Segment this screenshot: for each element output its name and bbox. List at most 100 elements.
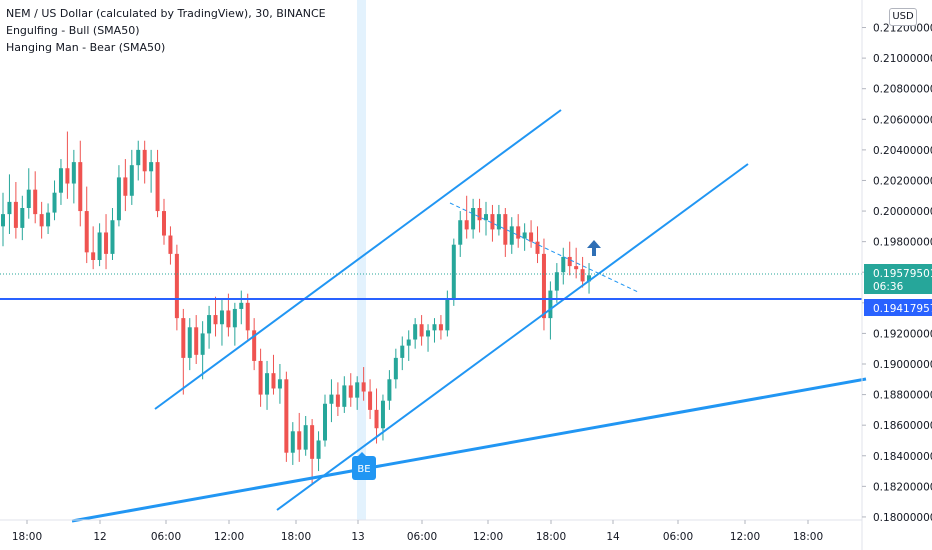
arrow-up-icon[interactable] [587, 240, 601, 256]
candle-up [342, 376, 347, 413]
x-tick-label: 06:00 [151, 531, 181, 543]
channel-lower-line[interactable] [276, 163, 749, 511]
candle-up [46, 203, 51, 234]
candles-group [1, 131, 592, 484]
candle-down [39, 201, 44, 239]
candle-down [271, 354, 276, 395]
countdown-label: 06:36 [873, 281, 904, 293]
candle-up [239, 290, 244, 325]
candle-down [529, 220, 534, 248]
candle-down [503, 208, 508, 257]
candle-up [406, 330, 411, 361]
x-tick-label: 12:00 [730, 531, 760, 543]
candle-down [297, 412, 302, 462]
long-support-line[interactable] [71, 377, 867, 523]
channel-upper-line[interactable] [154, 109, 562, 410]
candle-up [426, 324, 431, 352]
candle-up [20, 195, 25, 241]
candle-down [104, 214, 109, 270]
candle-down [155, 149, 160, 218]
last-price-tag: 0.19579501 06:36 [864, 264, 932, 294]
candle-down [310, 419, 315, 484]
candle-down [348, 373, 353, 407]
candle-up [561, 247, 566, 285]
candle-up [136, 140, 141, 181]
y-tick-label: 0.20600000 [873, 114, 932, 126]
candle-up [554, 263, 559, 303]
candle-down [438, 315, 443, 340]
candle-down [91, 226, 96, 270]
candle-down [574, 247, 579, 279]
candle-up [451, 238, 456, 306]
y-tick-label: 0.19000000 [873, 359, 932, 371]
candle-down [284, 371, 289, 462]
candle-down [123, 159, 128, 212]
candle-up [116, 165, 121, 227]
currency-badge[interactable]: USD [889, 8, 917, 26]
candle-down [226, 293, 231, 337]
x-tick-label: 06:00 [663, 531, 693, 543]
candle-down [142, 140, 147, 184]
x-tick-label: 13 [351, 531, 364, 543]
y-tick-label: 0.18000000 [873, 512, 932, 524]
candle-up [587, 263, 592, 294]
candle-up [187, 318, 192, 371]
candle-up [129, 149, 134, 205]
price-axis[interactable]: 0.21200000 0.21000000 0.20800000 0.20600000… [861, 0, 932, 550]
candle-down [374, 388, 379, 444]
trendline-drawings[interactable]: BE [0, 109, 867, 523]
candle-up [509, 217, 514, 254]
candle-down [194, 315, 199, 364]
y-tick-label: 0.21000000 [873, 53, 932, 65]
candle-up [71, 149, 76, 204]
y-tick-label: 0.20400000 [873, 145, 932, 157]
session-highlight [357, 0, 366, 520]
candle-down [84, 186, 89, 264]
candle-up [387, 370, 392, 410]
y-tick-label: 0.18600000 [873, 420, 932, 432]
candle-up [413, 318, 418, 349]
candle-down [78, 140, 83, 227]
candle-down [419, 315, 424, 346]
candle-up [323, 394, 327, 447]
candle-up [149, 149, 154, 193]
y-tick-label: 0.18400000 [873, 451, 932, 463]
x-tick-label: 18:00 [12, 531, 42, 543]
candle-up [329, 379, 334, 423]
candle-down [252, 318, 257, 371]
candle-up [207, 305, 212, 349]
indicator-hanging-man[interactable]: Hanging Man - Bear (SMA50) [6, 41, 166, 54]
candle-down [535, 226, 540, 264]
candle-up [1, 192, 5, 247]
candle-up [303, 416, 308, 456]
y-tick-label: 0.18800000 [873, 390, 932, 402]
candle-down [580, 256, 585, 288]
y-tick-label: 0.20800000 [873, 84, 932, 96]
horizontal-level-tag: 0.19417957 [864, 299, 932, 316]
x-tick-label: 14 [606, 531, 620, 543]
pattern-marker[interactable]: BE [352, 452, 376, 480]
candle-up [522, 223, 527, 251]
x-tick-label: 18:00 [281, 531, 311, 543]
candle-up [471, 198, 476, 239]
candle-down [168, 226, 173, 265]
candle-up [277, 364, 282, 404]
candle-down [490, 204, 495, 242]
candle-up [97, 223, 102, 267]
candle-up [316, 431, 321, 472]
candle-down [213, 296, 218, 337]
time-axis[interactable]: 18:00 12 06:00 12:00 18:00 13 06:00 12:00 18:00 1… [0, 519, 862, 543]
horizontal-level-label: 0.19417957 [873, 303, 932, 315]
candle-down [245, 293, 250, 340]
candle-down [516, 214, 521, 248]
candle-up [393, 348, 398, 389]
candle-up [110, 208, 115, 260]
y-tick-label: 0.20200000 [873, 175, 932, 187]
x-tick-label: 12:00 [214, 531, 244, 543]
indicator-engulfing[interactable]: Engulfing - Bull (SMA50) [6, 24, 140, 37]
candle-down [181, 308, 186, 395]
candle-up [548, 281, 553, 340]
